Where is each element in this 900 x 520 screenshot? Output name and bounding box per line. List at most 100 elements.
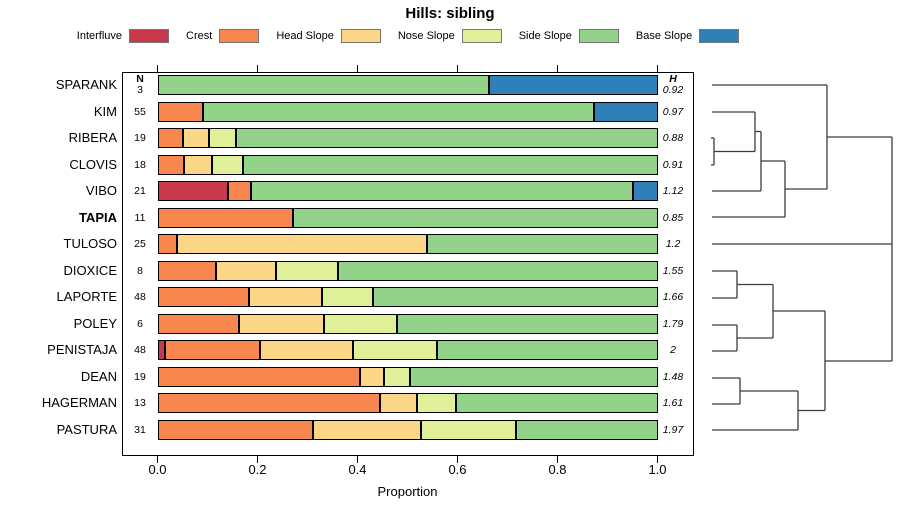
- axis-tick: [456, 65, 459, 72]
- bar-segment-crest: [157, 234, 177, 255]
- row-label: PASTURA: [56, 422, 117, 438]
- row-label: RIBERA: [68, 130, 117, 146]
- axis-tick-label: 1.0: [648, 462, 667, 477]
- h-value: 0.88: [662, 132, 684, 145]
- bar-segment-side-slope: [236, 128, 658, 149]
- bar-segment-nose-slope: [276, 260, 338, 281]
- h-value: 1.66: [662, 291, 684, 304]
- legend-swatch: [699, 29, 740, 43]
- h-value: 2: [670, 344, 676, 357]
- row-label: HAGERMAN: [41, 395, 117, 411]
- row-label: CLOVIS: [69, 156, 117, 172]
- legend-item: Crest: [186, 29, 260, 43]
- axis-tick: [156, 65, 159, 72]
- row-label: DEAN: [80, 368, 117, 384]
- n-value: 19: [134, 132, 146, 145]
- bar-segment-crest: [157, 366, 360, 387]
- legend-label: Head Slope: [276, 30, 334, 42]
- h-value: 1.79: [662, 317, 684, 330]
- legend-label: Crest: [186, 30, 213, 42]
- bar-segment-crest: [157, 287, 249, 308]
- bar-segment-nose-slope: [208, 128, 236, 149]
- chart-title: Hills: sibling: [405, 5, 495, 22]
- legend-label: Nose Slope: [397, 30, 455, 42]
- row-label: LAPORTE: [56, 289, 117, 305]
- axis-tick: [256, 455, 259, 463]
- row-label: POLEY: [73, 315, 117, 331]
- bar-segment-head-slope: [260, 340, 353, 361]
- bar-segment-crest: [227, 181, 251, 202]
- legend-swatch: [219, 29, 260, 43]
- n-value: 25: [134, 238, 146, 251]
- axis-tick-label: 0.8: [548, 462, 567, 477]
- bar-segment-crest: [157, 207, 293, 228]
- bar-segment-side-slope: [337, 260, 658, 281]
- bar-segment-crest: [157, 313, 239, 334]
- bar-segment-crest: [157, 128, 183, 149]
- legend: Interfluve Crest Head Slope Nose Slope Side …: [0, 26, 816, 46]
- bar-segment-interfluve: [157, 340, 165, 361]
- axis-tick-label: 0.4: [348, 462, 367, 477]
- bar-segment-crest: [165, 340, 260, 361]
- h-value: 1.48: [662, 370, 684, 383]
- axis-tick: [656, 65, 659, 72]
- n-value: 19: [134, 370, 146, 383]
- legend-item: Interfluve: [76, 29, 170, 43]
- h-value: 1.97: [662, 424, 684, 437]
- legend-item: Base Slope: [635, 29, 740, 43]
- n-value: 21: [134, 185, 146, 198]
- axis-tick: [156, 455, 159, 463]
- legend-swatch: [129, 29, 170, 43]
- row-label: KIM: [93, 103, 117, 119]
- bar-segment-crest: [157, 101, 203, 122]
- bar-segment-head-slope: [380, 393, 417, 414]
- bar-segment-nose-slope: [383, 366, 410, 387]
- h-value: 1.55: [662, 264, 684, 277]
- legend-item: Nose Slope: [398, 29, 502, 43]
- bar-segment-side-slope: [516, 420, 658, 441]
- bar-segment-side-slope: [372, 287, 658, 308]
- legend-swatch: [578, 29, 619, 43]
- row-label: TULOSO: [63, 236, 117, 252]
- legend-label: Base Slope: [635, 30, 693, 42]
- axis-tick: [556, 455, 559, 463]
- bar-segment-nose-slope: [212, 154, 243, 175]
- bar-segment-head-slope: [249, 287, 322, 308]
- n-value: 3: [137, 84, 143, 96]
- legend-label: Side Slope: [518, 30, 572, 42]
- axis-tick: [356, 65, 359, 72]
- bar-segment-base-slope: [593, 101, 658, 122]
- bar-segment-side-slope: [202, 101, 594, 122]
- axis-tick: [556, 65, 559, 72]
- bar-segment-nose-slope: [352, 340, 437, 361]
- x-axis-label: Proportion: [377, 484, 438, 499]
- row-label: SPARANK: [55, 77, 117, 92]
- bar-segment-side-slope: [410, 366, 658, 387]
- bar-segment-base-slope: [632, 181, 658, 202]
- bar-segment-head-slope: [183, 154, 212, 175]
- legend-label: Interfluve: [76, 30, 123, 42]
- n-value: 55: [134, 105, 146, 118]
- axis-tick: [456, 455, 459, 463]
- bar-segment-nose-slope: [416, 393, 456, 414]
- n-value: 11: [134, 211, 146, 224]
- legend-swatch: [461, 29, 502, 43]
- legend-swatch: [340, 29, 381, 43]
- axis-tick-label: 0.0: [148, 462, 167, 477]
- h-value: 0.92: [662, 84, 684, 96]
- n-column-header: N: [136, 73, 144, 85]
- bar-segment-head-slope: [176, 234, 427, 255]
- row-label: DIOXICE: [63, 262, 117, 278]
- row-label: PENISTAJA: [47, 342, 117, 358]
- row-label: TAPIA: [78, 209, 117, 225]
- n-value: 48: [134, 291, 146, 304]
- h-value: 1.12: [662, 185, 684, 198]
- bar-segment-head-slope: [239, 313, 324, 334]
- bar-segment-interfluve: [157, 181, 228, 202]
- bar-segment-crest: [157, 393, 380, 414]
- legend-item: Head Slope: [276, 29, 381, 43]
- bar-segment-side-slope: [426, 234, 658, 255]
- bar-segment-crest: [157, 154, 184, 175]
- bar-segment-side-slope: [157, 75, 489, 95]
